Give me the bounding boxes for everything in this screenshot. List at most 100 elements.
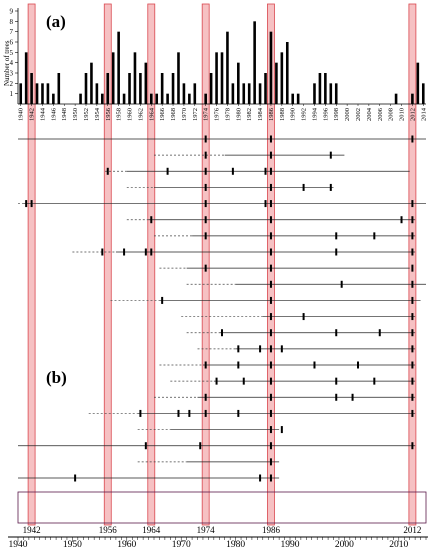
row-marker-1985: [264, 200, 267, 208]
row-marker-2005: [373, 232, 376, 240]
timeline-row: [186, 329, 416, 337]
row-marker-1997: [329, 151, 332, 159]
bar-1981: [242, 83, 246, 104]
x-tick-label: 2008: [388, 108, 395, 121]
timeline-row: [197, 345, 416, 353]
timeline-row: [110, 296, 421, 304]
row-marker-1988: [280, 345, 283, 353]
row-marker-1986: [269, 458, 272, 466]
x-tick-label: 2012: [409, 108, 416, 121]
row-marker-1963: [144, 248, 147, 256]
row-marker-1986: [269, 248, 272, 256]
row-marker-1963: [144, 442, 147, 450]
highlight-year-label-2012: 2012: [403, 525, 421, 535]
row-marker-1986: [269, 167, 272, 175]
timeline-row: [159, 361, 416, 369]
timeline-row: [105, 167, 410, 175]
y-tick-label: 5: [10, 49, 14, 57]
row-marker-1976: [215, 377, 218, 385]
highlight-band-2012: [408, 3, 417, 526]
bar-1983: [253, 21, 256, 104]
row-marker-1985: [264, 167, 267, 175]
row-marker-1992: [302, 313, 305, 321]
row-marker-1994: [313, 361, 316, 369]
panel-a-y-ticks: 1 2 3 4 5 6 7 8 9: [10, 8, 18, 98]
panel-b-timeline: 1942 1956 1964 1974 1986 2012 1940 1950 1960 197…: [8, 135, 428, 550]
row-marker-1974: [204, 183, 207, 191]
bar-1953: [90, 62, 93, 104]
y-tick-label: 6: [10, 39, 14, 47]
panel-a-label: (a): [46, 12, 66, 31]
bar-1970: [182, 83, 186, 104]
x-tick-label: 1966: [159, 107, 166, 121]
bar-2013: [416, 62, 420, 104]
x-tick-label: 1940: [18, 108, 25, 121]
y-tick-label: 2: [10, 80, 14, 88]
bar-1986: [269, 31, 273, 105]
bar-1988: [280, 52, 284, 104]
row-marker-1998: [335, 248, 338, 256]
row-marker-1998: [335, 232, 338, 240]
x-tick-label: 1988: [279, 108, 286, 121]
row-marker-1977: [221, 329, 223, 337]
x-tick-label: 1956: [105, 107, 112, 121]
row-marker-1986: [269, 426, 272, 434]
bar-1946: [52, 93, 55, 104]
row-marker-1992: [302, 183, 305, 191]
axis-label-2000: 2000: [335, 540, 354, 550]
y-tick-label: 1: [10, 90, 14, 98]
row-marker-1942: [30, 200, 33, 208]
axis-label-1970: 1970: [172, 540, 191, 550]
bar-1975: [209, 73, 213, 104]
highlight-band-1942: [27, 3, 36, 526]
highlight-year-label-1942: 1942: [23, 525, 41, 535]
y-tick-label: 8: [10, 18, 14, 26]
x-tick-label: 1942: [29, 108, 36, 121]
row-marker-1986: [269, 329, 272, 337]
row-marker-2001: [351, 393, 354, 401]
row-marker-1981: [242, 377, 245, 385]
row-marker-2012: [411, 296, 414, 304]
row-marker-1986: [269, 232, 272, 240]
row-marker-1986: [269, 345, 272, 353]
x-tick-label: 1974: [203, 107, 210, 121]
bar-1945: [46, 83, 50, 104]
row-marker-1986: [269, 216, 272, 224]
timeline-row: [181, 313, 416, 321]
row-marker-1980: [237, 409, 240, 417]
x-tick-label: 1972: [192, 108, 199, 121]
row-marker-1974: [204, 232, 207, 240]
bar-1947: [57, 73, 61, 104]
row-marker-1979: [231, 167, 234, 175]
row-marker-1980: [237, 361, 240, 369]
bar-1962: [139, 73, 142, 104]
bar-2012: [411, 93, 414, 104]
x-tick-label: 1968: [170, 108, 177, 121]
y-tick-label: 4: [10, 59, 14, 67]
bar-1966: [160, 73, 164, 104]
row-marker-1986: [269, 264, 272, 272]
highlight-year-label-1956: 1956: [99, 525, 118, 535]
panel-a-x-ticks: 1940 1942 1944 1946 1948 1950 1952 1954 1956 1958…: [18, 104, 427, 121]
row-marker-2012: [411, 280, 414, 288]
highlight-year-label-1986: 1986: [262, 525, 281, 535]
row-marker-1966: [161, 296, 164, 304]
bar-1998: [334, 83, 338, 104]
timeline-row: [137, 458, 280, 466]
axis-label-1960: 1960: [117, 540, 136, 550]
panel-b-rows: [18, 135, 426, 482]
row-marker-1974: [204, 151, 207, 159]
timeline-row: [186, 280, 426, 288]
row-marker-1986: [269, 474, 272, 482]
bar-1944: [41, 83, 44, 104]
row-marker-1986: [269, 442, 272, 450]
bar-1982: [247, 83, 251, 104]
row-marker-1956: [106, 167, 109, 175]
axis-label-1980: 1980: [226, 540, 245, 550]
timeline-row: [170, 377, 416, 385]
x-tick-label: 1984: [257, 107, 264, 121]
y-tick-label: 9: [10, 8, 14, 16]
row-marker-2012: [411, 248, 414, 256]
bar-1996: [324, 73, 327, 104]
